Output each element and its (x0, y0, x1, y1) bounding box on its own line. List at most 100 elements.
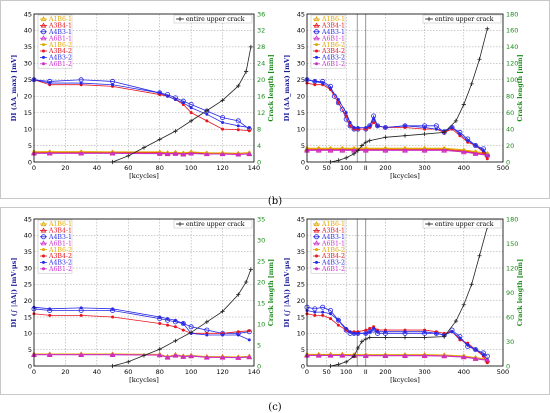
data-point (189, 118, 194, 123)
y-right-tick-label: 0 (257, 158, 261, 166)
data-point (474, 144, 478, 148)
y-right-tick-label: 100 (506, 76, 518, 84)
data-point (236, 83, 241, 89)
data-point (485, 361, 489, 365)
data-point (329, 148, 333, 152)
x-tick-label: 20 (61, 368, 69, 376)
data-point (368, 124, 372, 128)
data-point (166, 94, 170, 98)
data-point (181, 355, 185, 359)
x-tick-label: 300 (418, 164, 430, 172)
data-point (220, 309, 225, 314)
data-point (485, 153, 489, 157)
x-tick-label: II (364, 164, 368, 172)
legend-marker (40, 22, 47, 28)
y-right-tick-label: 24 (257, 60, 265, 68)
data-point (355, 148, 361, 153)
legend-label: A1B6-1 (321, 221, 345, 228)
x-tick-label: 20 (61, 164, 69, 172)
legend-marker (315, 254, 318, 258)
x-axis-label: [kcycles] (129, 376, 159, 384)
data-point (453, 318, 459, 324)
data-point (336, 98, 340, 102)
x-tick-label: 400 (458, 164, 470, 172)
y-left-tick-label: 30 (297, 60, 305, 68)
data-point (79, 306, 83, 310)
data-point (355, 345, 361, 351)
legend-label: A6B1-1 (321, 35, 345, 42)
x-tick-label: 40 (93, 368, 101, 376)
y-left-axis-label: DI (∫ |ΔA|) [mV·μs] (283, 258, 291, 328)
x-tick-label: 140 (248, 368, 260, 376)
y-left-tick-label: 35 (24, 43, 32, 51)
data-point (474, 356, 478, 360)
data-point (236, 128, 240, 132)
y-right-tick-label: 0 (506, 362, 510, 370)
data-point (205, 355, 209, 359)
legend-marker (313, 227, 320, 233)
legend-label: A1B6-2 (48, 42, 72, 49)
data-point (368, 330, 372, 334)
data-point (321, 310, 325, 314)
data-point (434, 127, 438, 131)
legend-label: A6B1-2 (48, 61, 72, 68)
legend-marker (315, 62, 318, 66)
data-point (336, 101, 340, 105)
legend-marker (42, 254, 45, 258)
data-point (372, 326, 376, 330)
data-point (473, 347, 479, 353)
y-left-tick-label: 5 (28, 142, 32, 150)
caption-b: (b) (268, 196, 282, 207)
y-right-tick-label: 15 (257, 299, 265, 307)
data-point (236, 333, 240, 337)
y-right-tick-label: 35 (257, 215, 265, 223)
data-point (462, 150, 466, 154)
legend-marker (42, 248, 45, 252)
data-point (329, 312, 333, 316)
y-left-tick-label: 20 (297, 297, 305, 305)
y-right-tick-label: 20 (257, 76, 265, 84)
data-point (244, 69, 249, 74)
legend-marker (40, 227, 47, 233)
data-point (461, 302, 466, 307)
legend-box (310, 219, 346, 274)
data-point (473, 143, 479, 149)
y-left-tick-label: 15 (24, 109, 32, 117)
y-left-tick-label: 30 (297, 264, 305, 272)
data-point (158, 91, 162, 95)
legend-marker (315, 260, 318, 264)
legend-label: A3B4-1 (321, 23, 345, 30)
data-point (157, 137, 162, 142)
legend-label: A4B3-1 (48, 29, 72, 36)
data-point (48, 313, 52, 317)
x-tick-label: 200 (379, 164, 391, 172)
data-point (48, 353, 52, 357)
y-left-tick-label: 40 (297, 27, 305, 35)
data-point (313, 313, 317, 317)
legend-marker (315, 248, 318, 252)
legend-label: entire upper crack (186, 221, 245, 228)
series-line (306, 310, 488, 360)
y-right-tick-label: 12 (257, 109, 265, 117)
data-point (181, 328, 185, 332)
data-point (402, 133, 408, 138)
legend-marker (42, 260, 45, 264)
data-point (442, 354, 446, 358)
data-point (351, 354, 357, 359)
data-point (158, 315, 162, 319)
y-left-tick-label: 35 (297, 248, 305, 256)
data-point (173, 353, 177, 357)
x-tick-label: 60 (124, 164, 132, 172)
data-point (481, 353, 485, 357)
data-point (48, 151, 52, 155)
y-left-tick-label: 0 (28, 362, 32, 370)
data-point (141, 145, 147, 150)
legend-marker (313, 16, 320, 22)
x-tick-label: 50 (322, 164, 330, 172)
data-point (236, 292, 241, 297)
legend-marker (313, 234, 319, 240)
x-axis-label: [kcycles] (129, 172, 159, 180)
y-right-axis-label: Crack length [mm] (517, 259, 524, 326)
data-point (247, 338, 251, 342)
y-right-axis-label: Crack length [mm] (268, 259, 275, 326)
